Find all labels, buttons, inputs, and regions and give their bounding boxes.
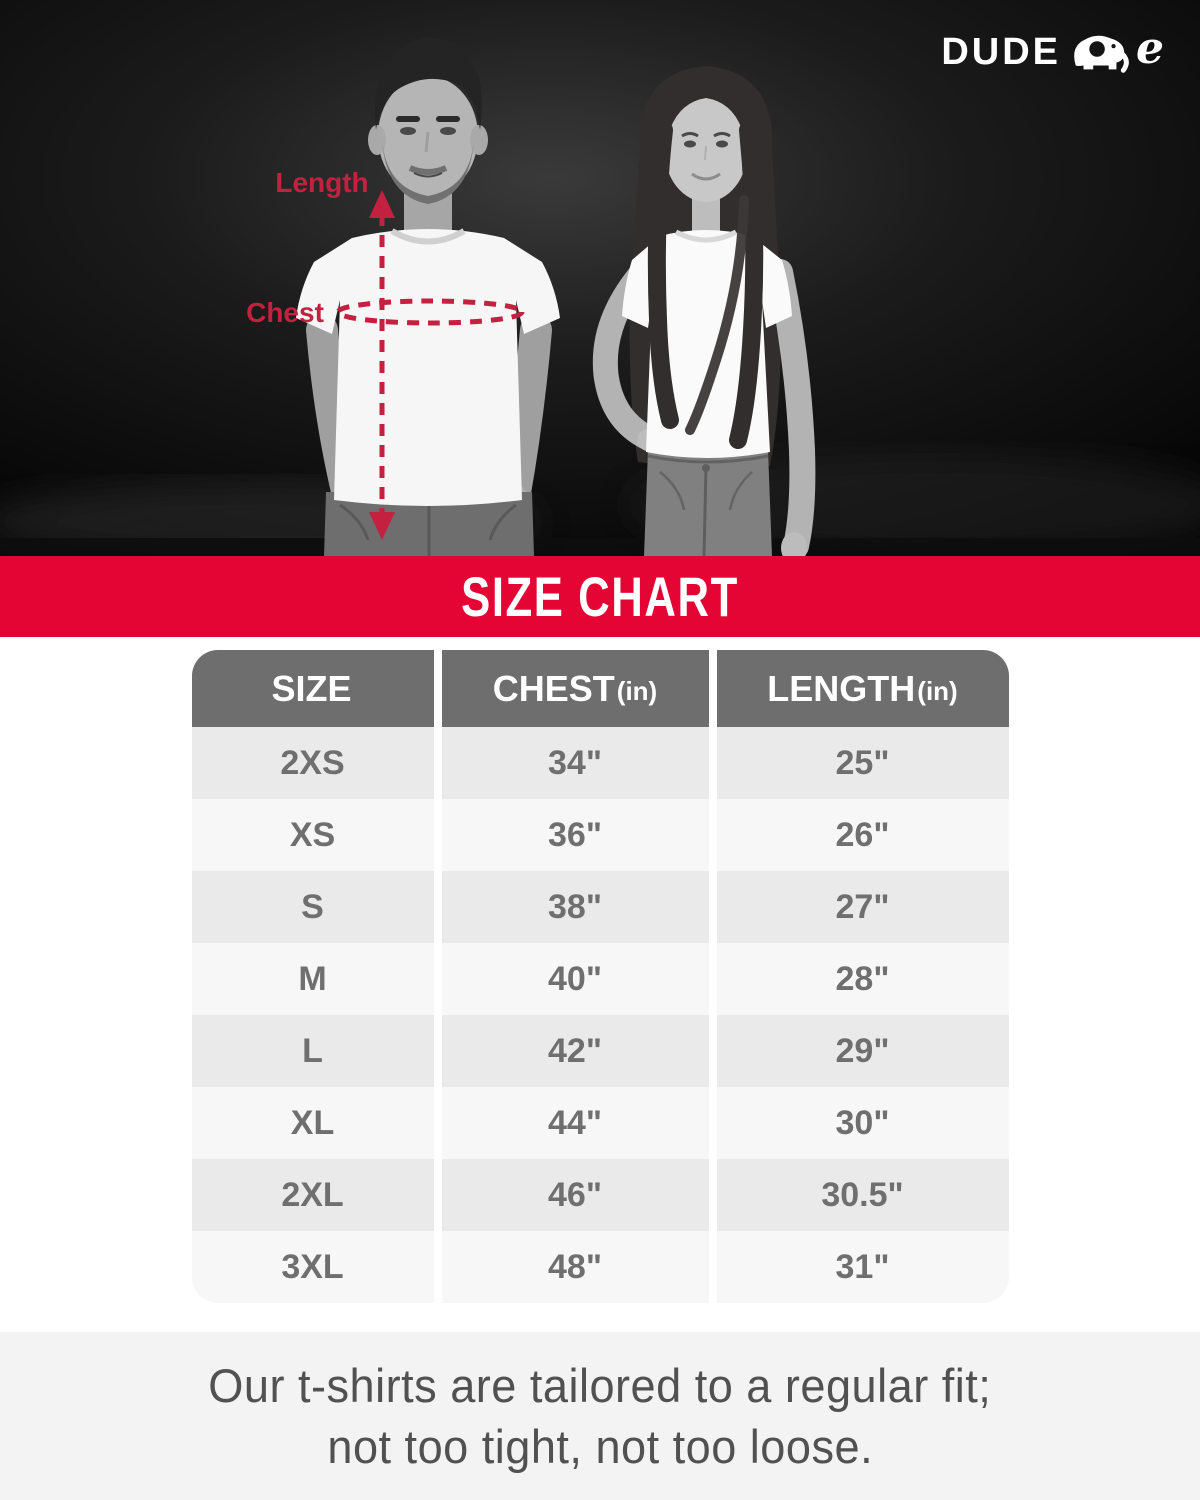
size-chart-banner: SIZE CHART bbox=[0, 556, 1200, 637]
woman-figure bbox=[592, 66, 816, 556]
chest-cell: 46" bbox=[441, 1159, 709, 1231]
size-cell: S bbox=[191, 871, 434, 943]
length-cell: 25" bbox=[716, 727, 1009, 799]
chest-label: Chest bbox=[246, 297, 324, 328]
length-cell: 29" bbox=[716, 1015, 1009, 1087]
footer-line-2: not too tight, not too loose. bbox=[327, 1420, 873, 1473]
hero-photo: Length Chest DUDE e bbox=[0, 0, 1200, 556]
chest-ellipse bbox=[335, 298, 525, 326]
banner-title: SIZE CHART bbox=[461, 565, 739, 628]
floor-smoke bbox=[630, 453, 1200, 556]
table-row: XS 36" 26" bbox=[191, 799, 1009, 871]
chest-cell: 48" bbox=[441, 1231, 709, 1303]
length-arrowhead-bottom bbox=[369, 512, 395, 540]
size-cell: XL bbox=[191, 1087, 434, 1159]
size-cell: 2XS bbox=[191, 727, 434, 799]
footer-note: Our t-shirts are tailored to a regular f… bbox=[0, 1332, 1200, 1500]
brand-logo-text: DUDE bbox=[941, 30, 1061, 73]
brand-logo: DUDE e bbox=[941, 26, 1164, 78]
table-row: 3XL 48" 31" bbox=[191, 1231, 1009, 1303]
size-cell: L bbox=[191, 1015, 434, 1087]
measurement-annotations: Length Chest bbox=[246, 167, 525, 540]
size-cell: M bbox=[191, 943, 434, 1015]
chest-cell: 38" bbox=[441, 871, 709, 943]
length-arrowhead-top bbox=[369, 190, 395, 218]
size-cell: XS bbox=[191, 799, 434, 871]
length-label: Length bbox=[275, 167, 368, 198]
table-row: S 38" 27" bbox=[191, 871, 1009, 943]
length-cell: 28" bbox=[716, 943, 1009, 1015]
models-photo-illustration: Length Chest bbox=[0, 0, 1200, 556]
header-cell-length: LENGTH (in) bbox=[716, 650, 1009, 727]
chest-cell: 42" bbox=[441, 1015, 709, 1087]
chest-cell: 34" bbox=[441, 727, 709, 799]
header-label: SIZE bbox=[271, 667, 352, 709]
size-table: SIZE CHEST (in) LENGTH (in) 2XS 34" 25" XS… bbox=[191, 650, 1009, 1303]
size-cell: 2XL bbox=[191, 1159, 434, 1231]
header-cell-chest: CHEST (in) bbox=[441, 650, 709, 727]
elephant-icon bbox=[1074, 35, 1129, 73]
table-header-row: SIZE CHEST (in) LENGTH (in) bbox=[191, 650, 1009, 727]
table-row: 2XL 46" 30.5" bbox=[191, 1159, 1009, 1231]
length-cell: 30" bbox=[716, 1087, 1009, 1159]
header-label: LENGTH bbox=[767, 667, 916, 709]
length-cell: 31" bbox=[716, 1231, 1009, 1303]
brand-logo-suffix: e bbox=[1136, 23, 1164, 74]
length-cell: 26" bbox=[716, 799, 1009, 871]
man-figure bbox=[296, 37, 560, 556]
chest-cell: 36" bbox=[441, 799, 709, 871]
table-row: M 40" 28" bbox=[191, 943, 1009, 1015]
table-row: XL 44" 30" bbox=[191, 1087, 1009, 1159]
header-cell-size: SIZE bbox=[191, 650, 434, 727]
header-label: CHEST bbox=[492, 667, 615, 709]
size-cell: 3XL bbox=[191, 1231, 434, 1303]
chest-cell: 40" bbox=[441, 943, 709, 1015]
length-cell: 27" bbox=[716, 871, 1009, 943]
table-row: 2XS 34" 25" bbox=[191, 727, 1009, 799]
header-unit: (in) bbox=[616, 676, 658, 706]
spacer bbox=[0, 1303, 1200, 1332]
header-unit: (in) bbox=[917, 676, 958, 706]
chest-cell: 44" bbox=[441, 1087, 709, 1159]
table-row: L 42" 29" bbox=[191, 1015, 1009, 1087]
spacer bbox=[0, 637, 1200, 650]
footer-line-1: Our t-shirts are tailored to a regular f… bbox=[208, 1359, 992, 1412]
length-cell: 30.5" bbox=[716, 1159, 1009, 1231]
floor bbox=[0, 538, 1200, 556]
